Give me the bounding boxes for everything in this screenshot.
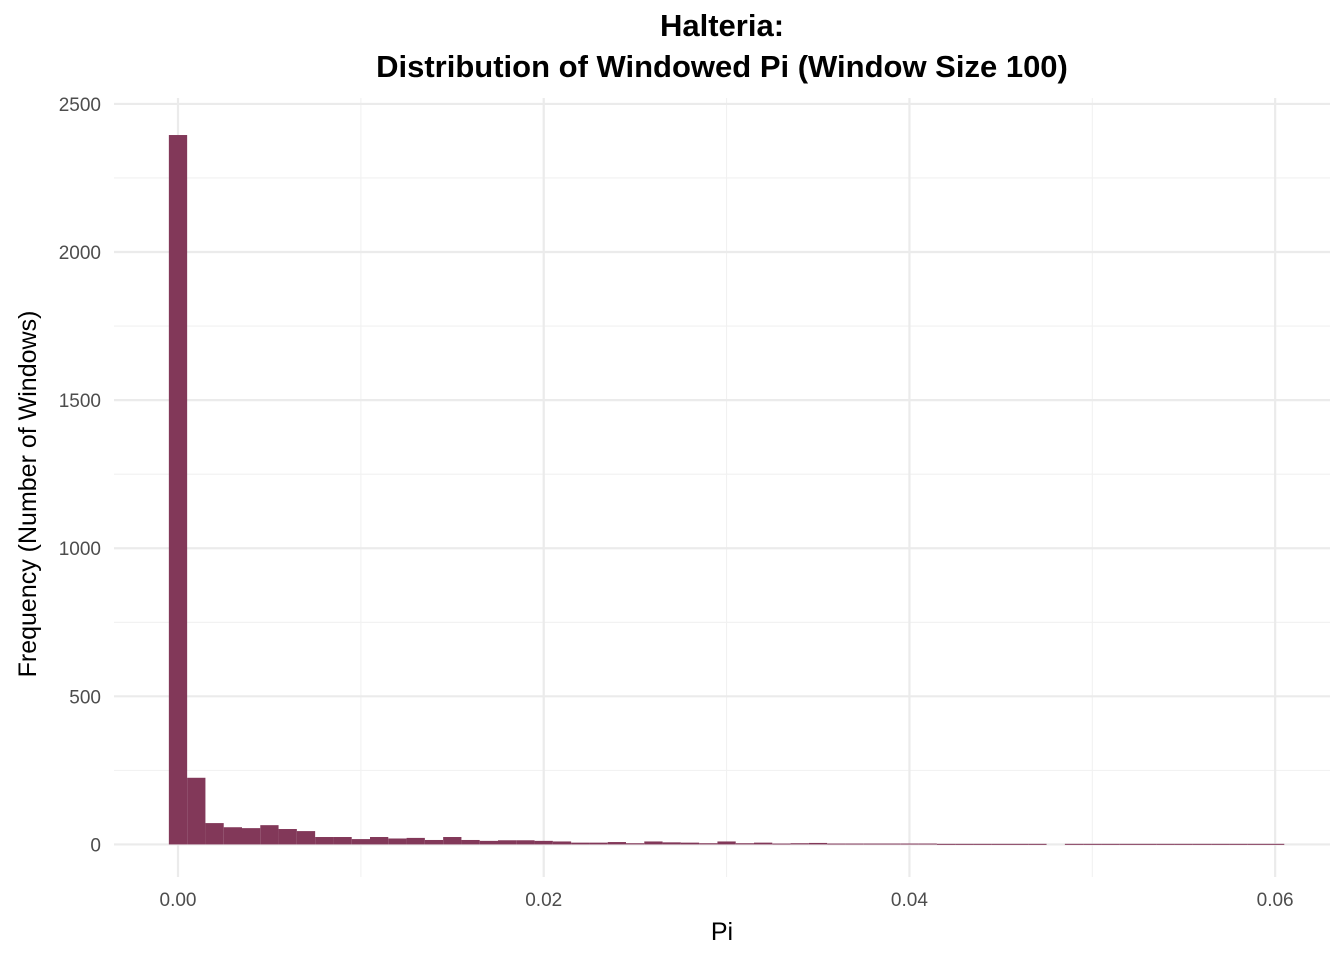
x-tick-label: 0.00 bbox=[160, 890, 197, 911]
histogram-bar bbox=[662, 842, 681, 845]
histogram-bar bbox=[699, 843, 718, 845]
histogram-bar bbox=[955, 843, 974, 845]
y-tick-label: 2500 bbox=[59, 95, 101, 116]
x-axis-tick-labels: 0.00 0.02 0.04 0.06 bbox=[160, 890, 1294, 911]
histogram-bar bbox=[1083, 843, 1102, 845]
histogram-bar bbox=[406, 837, 425, 845]
histogram-bar bbox=[1119, 843, 1138, 845]
histogram-bar bbox=[772, 843, 791, 845]
histogram-bar bbox=[443, 837, 462, 845]
histogram-bar bbox=[644, 841, 663, 845]
histogram-bar bbox=[626, 843, 645, 845]
histogram-bar bbox=[991, 843, 1010, 845]
histogram-bar bbox=[1101, 843, 1120, 845]
y-axis-title: Frequency (Number of Windows) bbox=[14, 311, 42, 678]
histogram-bar bbox=[1174, 843, 1193, 845]
histogram-bar bbox=[827, 843, 846, 845]
x-tick-label: 0.06 bbox=[1257, 890, 1294, 911]
minor-gridlines bbox=[114, 98, 1330, 877]
histogram-bar bbox=[918, 843, 937, 845]
histogram-bar bbox=[333, 837, 352, 845]
histogram-bar bbox=[973, 843, 992, 845]
x-tick-label: 0.04 bbox=[891, 890, 928, 911]
histogram-bar bbox=[516, 840, 535, 845]
histogram-bar bbox=[388, 838, 407, 845]
histogram-bar bbox=[461, 839, 480, 845]
histogram-bar bbox=[351, 839, 370, 845]
histogram-bar bbox=[168, 135, 188, 845]
histogram-bar bbox=[735, 843, 754, 845]
histogram-bar bbox=[790, 843, 809, 845]
histogram-bar bbox=[498, 840, 517, 845]
y-tick-label: 1500 bbox=[59, 391, 101, 412]
histogram-bar bbox=[882, 843, 901, 845]
histogram-bar bbox=[1028, 843, 1047, 845]
histogram-bar bbox=[205, 823, 224, 845]
histogram-bar bbox=[260, 825, 279, 845]
histogram-bar bbox=[1266, 843, 1285, 845]
histogram-bar bbox=[479, 840, 498, 845]
histogram-bar bbox=[607, 842, 626, 845]
x-axis-title: Pi bbox=[711, 918, 733, 946]
y-tick-label: 0 bbox=[90, 835, 101, 856]
histogram-bar bbox=[242, 828, 261, 845]
histogram-bar bbox=[1156, 843, 1175, 845]
histogram-bar bbox=[754, 842, 773, 845]
histogram-bar bbox=[589, 842, 608, 845]
histogram-bar bbox=[296, 831, 316, 845]
y-tick-label: 1000 bbox=[59, 539, 101, 560]
y-tick-label: 500 bbox=[69, 687, 101, 708]
chart-title-line-1: Halteria: bbox=[660, 8, 784, 43]
x-tick-label: 0.02 bbox=[525, 890, 562, 911]
chart-title-line-2: Distribution of Windowed Pi (Window Size… bbox=[376, 49, 1068, 84]
histogram-bar bbox=[534, 840, 553, 845]
histogram-bar bbox=[1229, 843, 1248, 845]
histogram-bar bbox=[845, 843, 864, 845]
histogram-bar bbox=[900, 843, 919, 845]
histogram-bar bbox=[552, 841, 572, 845]
histogram-bar bbox=[315, 837, 334, 845]
histogram-bar bbox=[936, 843, 956, 845]
histogram-bar bbox=[1138, 843, 1157, 845]
histogram-bar bbox=[1010, 843, 1029, 845]
histogram-bar bbox=[370, 837, 389, 845]
histogram-bar bbox=[187, 777, 206, 845]
histogram-bar bbox=[424, 839, 444, 845]
histogram-bar bbox=[1064, 843, 1084, 845]
major-gridlines bbox=[114, 98, 1330, 877]
histogram-bar bbox=[680, 842, 700, 845]
histogram-bar bbox=[571, 842, 590, 845]
histogram-bar bbox=[808, 842, 828, 845]
histogram-bars bbox=[168, 135, 1285, 845]
histogram-bar bbox=[1247, 843, 1266, 845]
histogram-bar bbox=[1211, 843, 1230, 845]
histogram-bar bbox=[278, 829, 297, 845]
histogram-bar bbox=[1192, 843, 1212, 845]
y-axis-tick-labels: 0 500 1000 1500 2000 2500 bbox=[59, 95, 101, 856]
histogram-bar bbox=[863, 843, 882, 845]
y-tick-label: 2000 bbox=[59, 243, 101, 264]
histogram-bar bbox=[223, 827, 242, 845]
histogram-bar bbox=[717, 841, 736, 845]
